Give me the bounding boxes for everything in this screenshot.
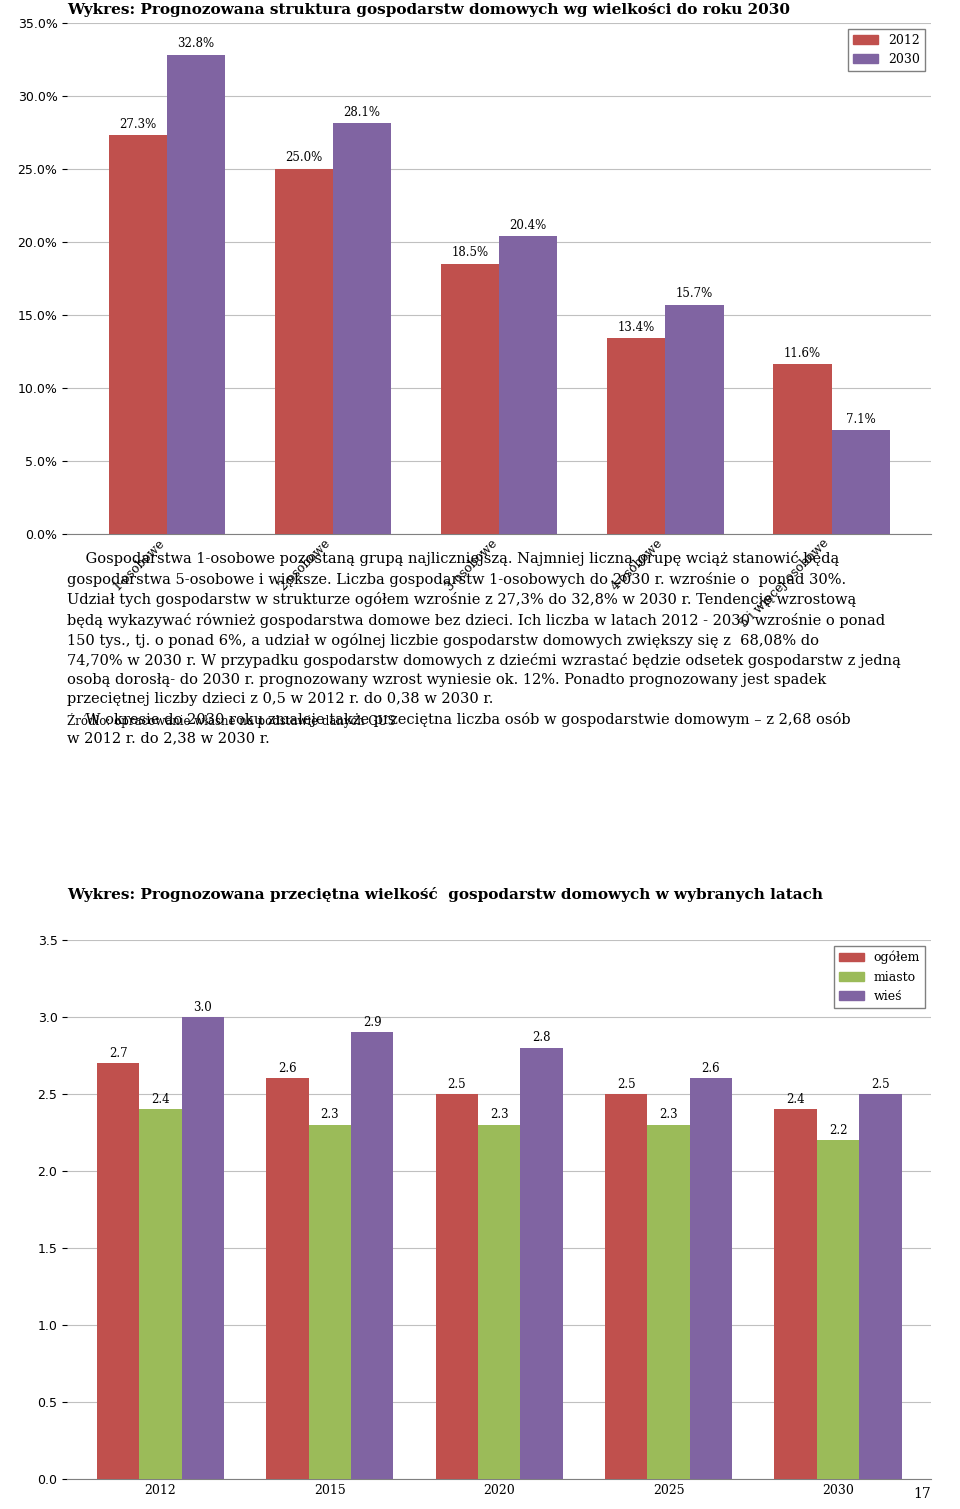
Text: 28.1%: 28.1% <box>344 106 380 119</box>
Bar <box>181 1017 224 1479</box>
Bar <box>333 124 392 534</box>
Text: 2.9: 2.9 <box>363 1016 381 1029</box>
Text: 7.1%: 7.1% <box>846 413 876 426</box>
Text: 3.0: 3.0 <box>193 1000 212 1014</box>
Text: 17: 17 <box>914 1488 931 1501</box>
Text: 2.7: 2.7 <box>108 1047 128 1059</box>
Bar <box>817 1139 859 1479</box>
Text: 15.7%: 15.7% <box>676 287 713 300</box>
Text: Wykres: Prognozowana struktura gospodarstw domowych wg wielkości do roku 2030: Wykres: Prognozowana struktura gospodars… <box>67 3 790 17</box>
Bar <box>605 1094 647 1479</box>
Bar <box>520 1047 563 1479</box>
Text: 2.5: 2.5 <box>617 1077 636 1091</box>
Bar <box>351 1032 394 1479</box>
Text: 2.4: 2.4 <box>151 1093 170 1106</box>
Bar <box>831 430 890 534</box>
Bar <box>608 338 665 534</box>
Text: Gospodarstwa 1-osobowe pozostaną grupą najliczniejszą. Najmniej liczną grupę wci: Gospodarstwa 1-osobowe pozostaną grupą n… <box>67 551 901 745</box>
Text: 2.2: 2.2 <box>828 1124 848 1136</box>
Text: 2.6: 2.6 <box>278 1062 297 1076</box>
Bar <box>775 1109 817 1479</box>
Bar <box>266 1079 308 1479</box>
Bar <box>308 1124 351 1479</box>
Text: 2.6: 2.6 <box>702 1062 720 1076</box>
Text: 2.3: 2.3 <box>321 1109 339 1121</box>
Text: 20.4%: 20.4% <box>510 219 547 231</box>
Bar <box>441 264 499 534</box>
Bar <box>499 235 558 534</box>
Text: 2.5: 2.5 <box>871 1077 890 1091</box>
Bar <box>690 1079 732 1479</box>
Legend: ogółem, miasto, wieś: ogółem, miasto, wieś <box>833 946 924 1008</box>
Bar <box>859 1094 901 1479</box>
Bar <box>665 305 724 534</box>
Bar <box>275 169 333 534</box>
Text: 32.8%: 32.8% <box>178 38 214 50</box>
Bar <box>167 54 225 534</box>
Text: 11.6%: 11.6% <box>784 347 821 361</box>
Text: 2.3: 2.3 <box>490 1109 509 1121</box>
Bar <box>478 1124 520 1479</box>
Text: 2.4: 2.4 <box>786 1093 805 1106</box>
Bar <box>436 1094 478 1479</box>
Text: 18.5%: 18.5% <box>451 246 489 260</box>
Text: 2.5: 2.5 <box>447 1077 467 1091</box>
Text: Źródło: opracowanie własne na podstawie danych GUS: Źródło: opracowanie własne na podstawie … <box>67 712 396 727</box>
Text: 2.3: 2.3 <box>660 1109 678 1121</box>
Bar <box>97 1062 139 1479</box>
Bar <box>647 1124 690 1479</box>
Text: 13.4%: 13.4% <box>617 321 655 333</box>
Legend: 2012, 2030: 2012, 2030 <box>848 29 924 71</box>
Text: 25.0%: 25.0% <box>285 151 323 164</box>
Text: Wykres: Prognozowana przeciętna wielkość  gospodarstw domowych w wybranych latac: Wykres: Prognozowana przeciętna wielkość… <box>67 887 824 902</box>
Text: 2.8: 2.8 <box>532 1032 551 1044</box>
Bar <box>139 1109 181 1479</box>
Text: 27.3%: 27.3% <box>119 118 156 131</box>
Bar <box>108 136 167 534</box>
Bar <box>774 365 831 534</box>
